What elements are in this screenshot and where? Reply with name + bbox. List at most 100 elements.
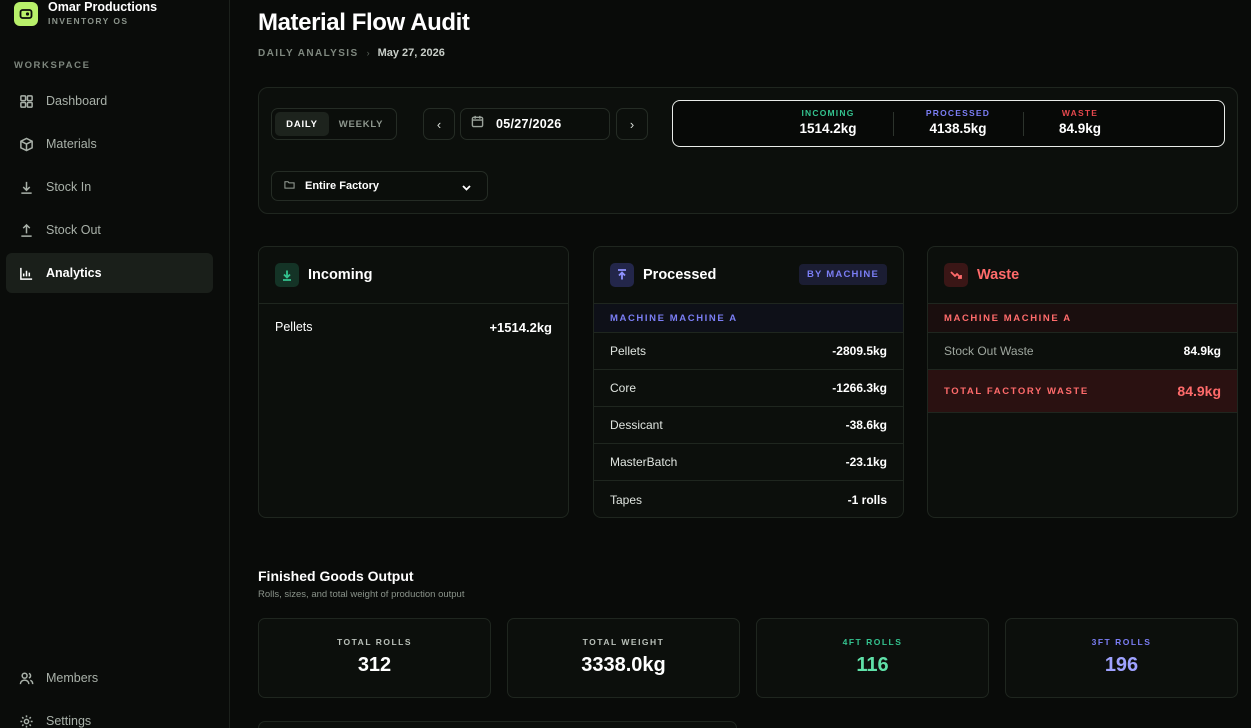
period-toggle: DAILY WEEKLY <box>271 108 397 140</box>
summary-stats: INCOMING 1514.2kg PROCESSED 4138.5kg WAS… <box>672 100 1225 147</box>
processed-panel-header: Processed BY MACHINE <box>594 247 903 304</box>
row-value: -2809.5kg <box>832 344 887 358</box>
table-row: Pellets -2809.5kg <box>594 333 903 370</box>
brand-name: Omar Productions <box>48 0 158 14</box>
trend-down-icon <box>944 263 968 287</box>
table-row: MasterBatch -23.1kg <box>594 444 903 481</box>
summary-processed: PROCESSED 4138.5kg <box>913 101 1003 146</box>
summary-incoming-label: INCOMING <box>801 108 855 118</box>
summary-incoming: INCOMING 1514.2kg <box>783 101 873 146</box>
tab-daily[interactable]: DAILY <box>275 112 329 136</box>
finished-goods-subtitle: Rolls, sizes, and total weight of produc… <box>258 589 465 600</box>
kpi-value: 312 <box>357 654 392 676</box>
sidebar-item-members[interactable]: Members <box>6 658 213 698</box>
kpi-label: 4FT ROLLS <box>842 637 903 647</box>
arrow-down-icon <box>275 263 299 287</box>
users-icon <box>18 670 34 686</box>
chevron-right-icon: › <box>629 116 635 132</box>
date-picker[interactable]: 05/27/2026 <box>460 108 610 140</box>
total-waste-label: TOTAL FACTORY WASTE <box>944 385 1089 397</box>
divider <box>893 112 894 136</box>
brand[interactable]: Omar Productions INVENTORY OS <box>14 0 157 27</box>
kpi-value: 3338.0kg <box>581 654 666 676</box>
table-row: Stock Out Waste 84.9kg <box>928 333 1237 370</box>
next-date-button[interactable]: › <box>616 108 648 140</box>
kpi-total-rolls: TOTAL ROLLS 312 <box>258 618 491 698</box>
table-row: Core -1266.3kg <box>594 370 903 407</box>
total-waste-value: 84.9kg <box>1177 383 1221 399</box>
chevron-left-icon: ‹ <box>436 116 442 132</box>
summary-waste: WASTE 84.9kg <box>1035 101 1125 146</box>
sidebar-item-stock-in[interactable]: Stock In <box>6 167 213 207</box>
breadcrumb-label: DAILY ANALYSIS <box>258 47 359 59</box>
calendar-icon <box>471 115 484 133</box>
kpi-value: 116 <box>856 654 889 676</box>
incoming-item-value: +1514.2kg <box>489 319 552 335</box>
machine-group-header: MACHINE MACHINE A <box>928 304 1237 333</box>
summary-processed-value: 4138.5kg <box>929 121 987 136</box>
row-label: MasterBatch <box>610 455 678 469</box>
row-label: Tapes <box>610 492 643 507</box>
sidebar-item-analytics[interactable]: Analytics <box>6 253 213 293</box>
row-label: Core <box>610 381 637 395</box>
kpi-total-weight: TOTAL WEIGHT 3338.0kg <box>507 618 740 698</box>
kpi-3ft-rolls: 3FT ROLLS 196 <box>1005 618 1238 698</box>
breadcrumb: DAILY ANALYSIS › May 27, 2026 <box>258 47 445 59</box>
sidebar-item-settings[interactable]: Settings <box>6 701 213 728</box>
sidebar-item-label: Stock Out <box>46 223 101 237</box>
row-label: Pellets <box>610 344 647 358</box>
by-machine-badge[interactable]: BY MACHINE <box>799 264 887 285</box>
folder-icon <box>284 177 295 195</box>
sidebar-item-label: Analytics <box>46 266 102 280</box>
factory-select[interactable]: Entire Factory <box>271 171 488 201</box>
workspace-label: WORKSPACE <box>14 60 91 71</box>
breadcrumb-separator: › <box>366 48 370 58</box>
sidebar-item-label: Materials <box>46 137 97 151</box>
previous-date-button[interactable]: ‹ <box>423 108 455 140</box>
table-row: Dessicant -38.6kg <box>594 407 903 444</box>
factory-select-value: Entire Factory <box>305 180 379 192</box>
sidebar-item-stock-out[interactable]: Stock Out <box>6 210 213 250</box>
kpi-4ft-rolls: 4FT ROLLS 116 <box>756 618 989 698</box>
processed-panel: Processed BY MACHINE MACHINE MACHINE A P… <box>593 246 904 518</box>
kpi-label: 3FT ROLLS <box>1091 637 1152 647</box>
waste-panel-header: Waste <box>928 247 1237 304</box>
download-icon <box>18 179 34 195</box>
divider <box>1023 112 1024 136</box>
summary-waste-label: WASTE <box>1061 108 1099 118</box>
breadcrumb-date: May 27, 2026 <box>377 47 445 59</box>
tab-weekly[interactable]: WEEKLY <box>338 118 384 130</box>
finished-goods-title: Finished Goods Output <box>258 568 414 584</box>
row-label: Dessicant <box>610 418 663 432</box>
date-value: 05/27/2026 <box>496 117 562 131</box>
kpi-value: 196 <box>1104 654 1139 676</box>
sidebar-item-label: Members <box>46 671 99 685</box>
grid-icon <box>18 93 34 109</box>
machine-group-header: MACHINE MACHINE A <box>594 304 903 333</box>
sidebar-item-label: Dashboard <box>46 94 108 108</box>
sidebar: Omar Productions INVENTORY OS WORKSPACE … <box>0 0 230 728</box>
bar-chart-icon <box>18 265 34 281</box>
sidebar-item-label: Settings <box>46 714 92 728</box>
summary-incoming-value: 1514.2kg <box>799 121 857 136</box>
total-waste-row: TOTAL FACTORY WASTE 84.9kg <box>928 370 1237 413</box>
row-value: 84.9kg <box>1183 344 1221 358</box>
sidebar-item-materials[interactable]: Materials <box>6 124 213 164</box>
incoming-item-label: Pellets <box>275 320 313 334</box>
box-icon <box>18 136 34 152</box>
row-value: -38.6kg <box>845 418 887 432</box>
row-label: Stock Out Waste <box>944 344 1034 358</box>
sidebar-item-label: Stock In <box>46 180 92 194</box>
gear-icon <box>18 713 34 728</box>
next-section-card <box>258 721 737 728</box>
sidebar-item-dashboard[interactable]: Dashboard <box>6 81 213 121</box>
waste-panel: Waste MACHINE MACHINE A Stock Out Waste … <box>927 246 1238 518</box>
row-value: -1 rolls <box>847 492 887 507</box>
processed-title: Processed <box>643 267 717 283</box>
table-row: Tapes -1 rolls <box>594 481 903 517</box>
main-content: Material Flow Audit DAILY ANALYSIS › May… <box>230 0 1251 728</box>
row-value: -1266.3kg <box>832 381 887 395</box>
page-title: Material Flow Audit <box>258 9 470 36</box>
incoming-panel-header: Incoming <box>259 247 568 304</box>
list-item: Pellets +1514.2kg <box>259 304 568 350</box>
